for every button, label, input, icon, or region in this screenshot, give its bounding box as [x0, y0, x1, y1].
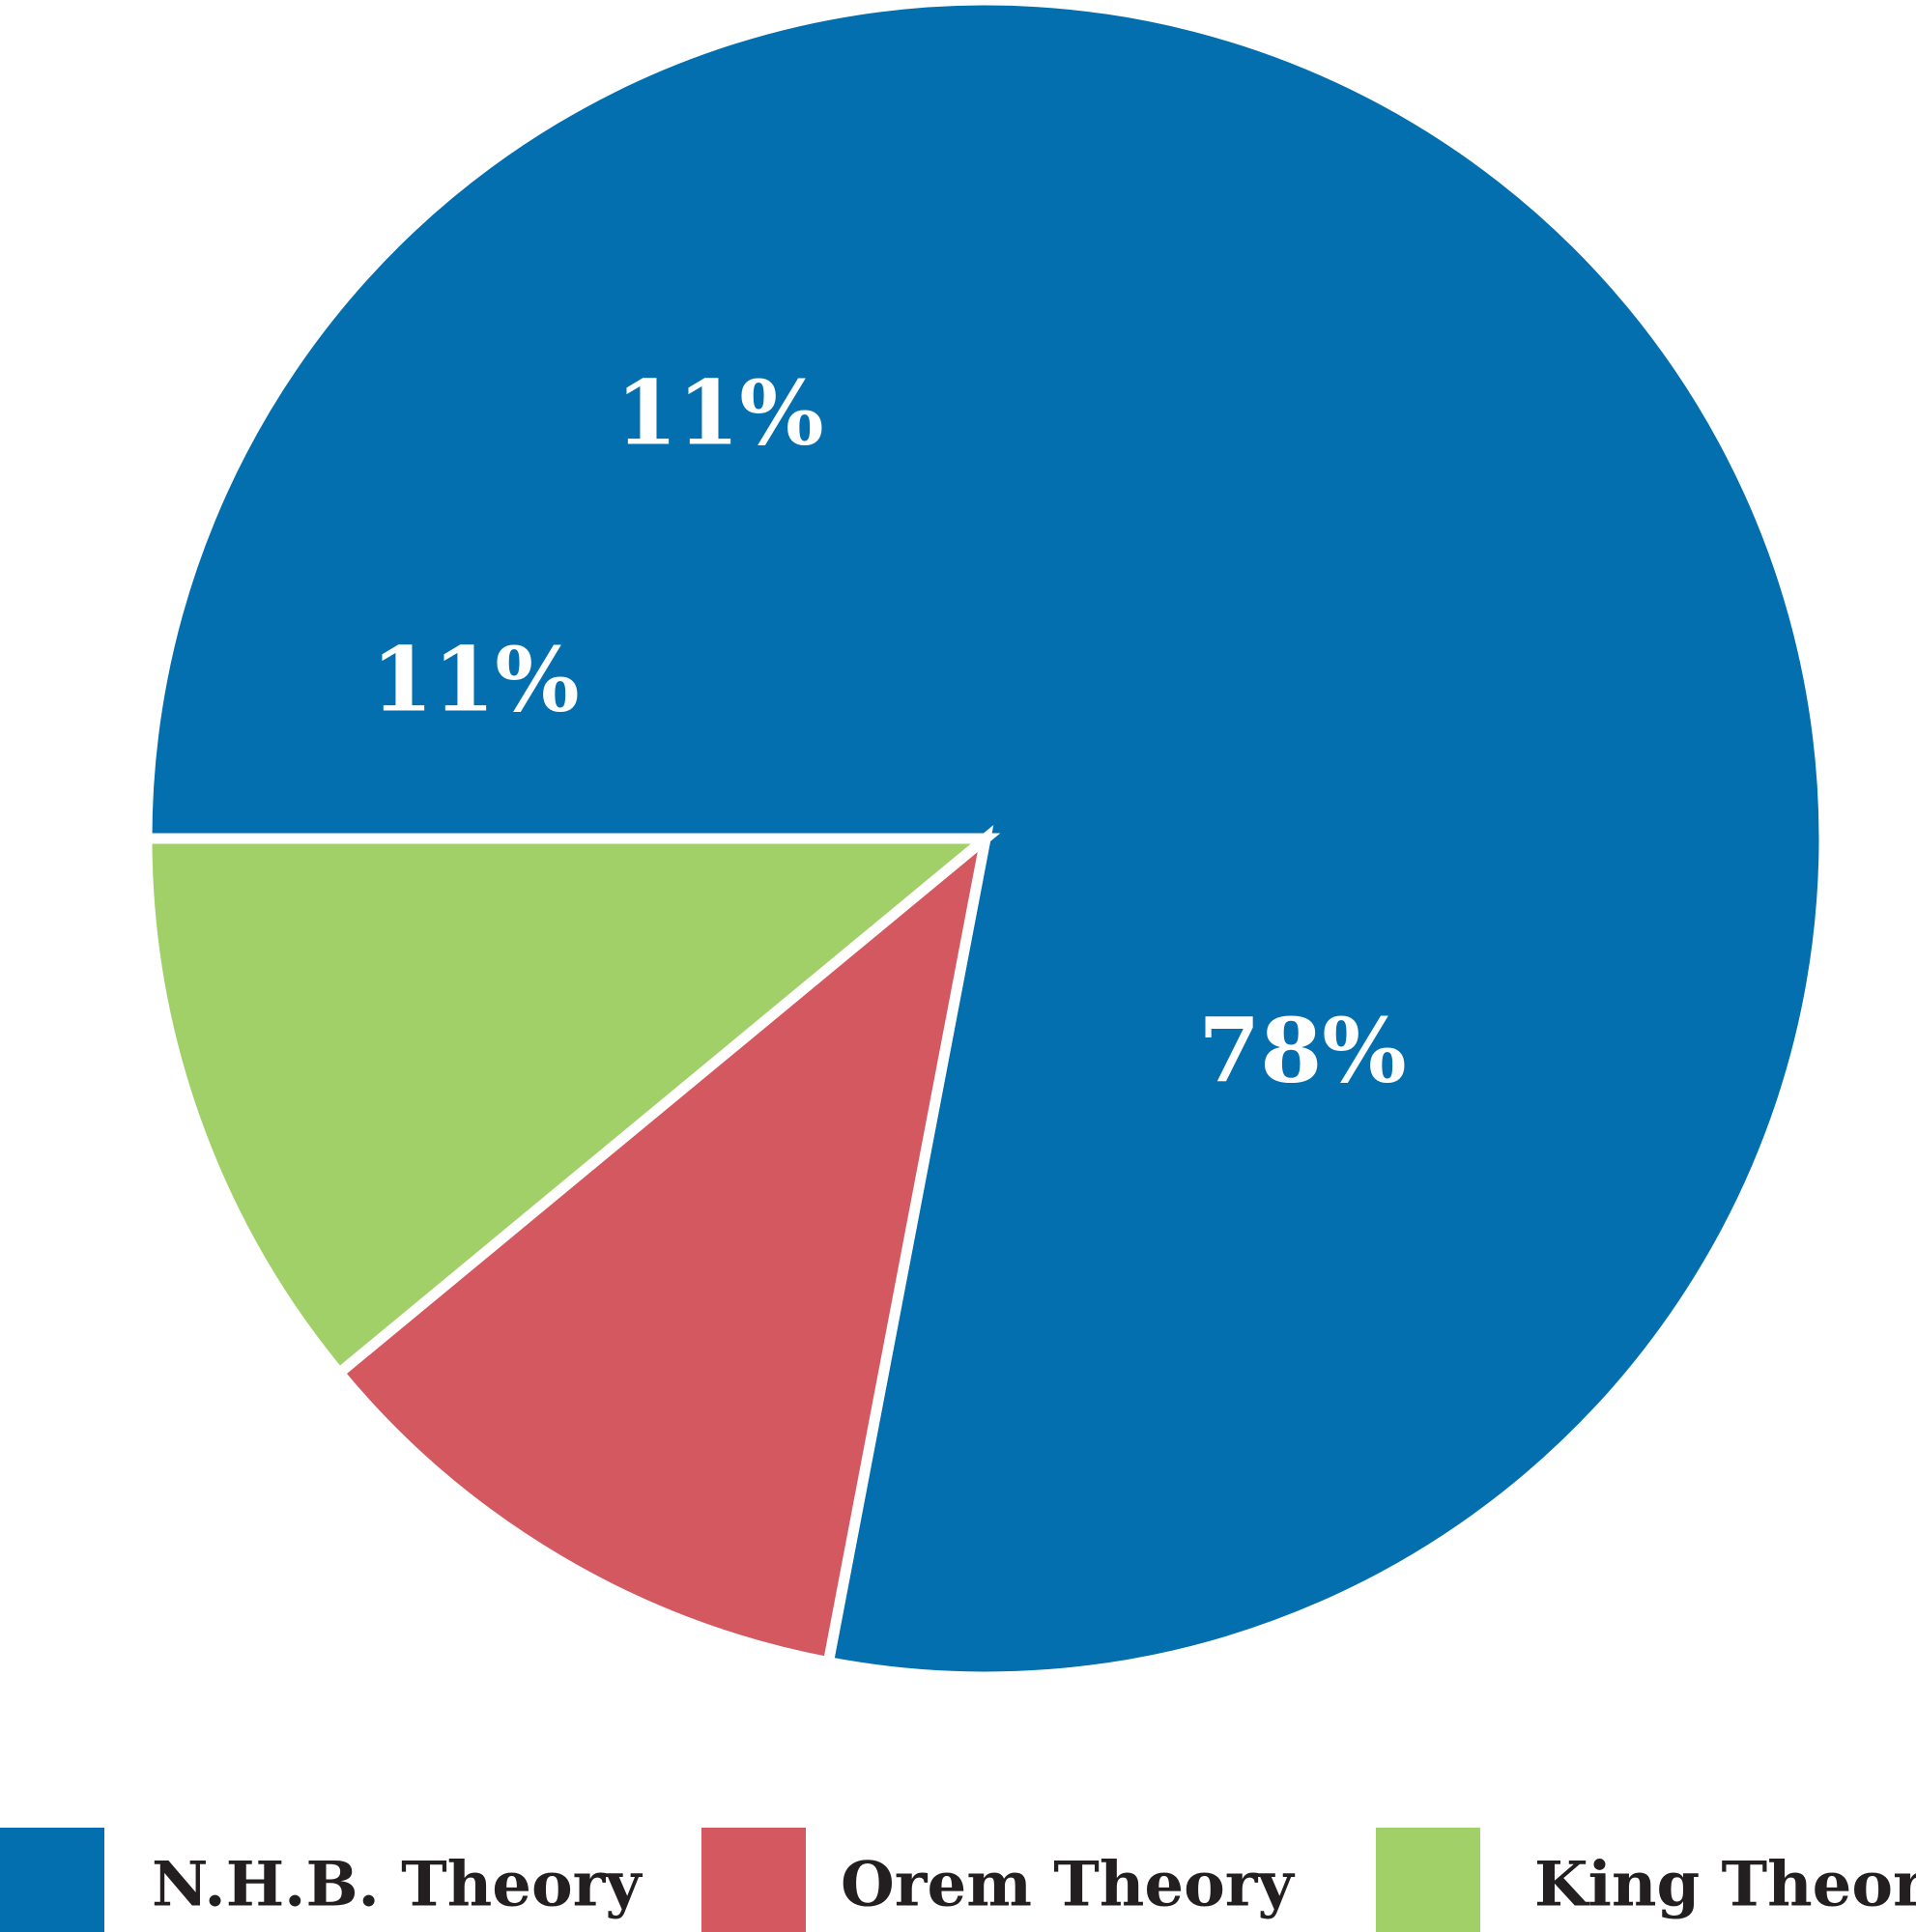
slice-label: 78% — [1198, 999, 1406, 1103]
legend-label: King Theory — [1534, 1849, 1916, 1921]
legend-swatch — [0, 1828, 104, 1932]
pie-slice-king-theory — [141, 833, 1001, 1381]
slice-label: 11% — [615, 361, 823, 466]
legend: N.H.B. Theory Orem Theory King Theory — [0, 1828, 1916, 1932]
legend-swatch — [701, 1828, 806, 1932]
legend-swatch — [1376, 1828, 1480, 1932]
slice-label: 11% — [371, 628, 579, 732]
pie-slice-orem-theory — [331, 825, 994, 1669]
pie-slice-labels: 78% 11% 11% — [371, 361, 1406, 1103]
legend-label: N.H.B. Theory — [152, 1849, 643, 1921]
pie-slices — [141, 0, 1830, 1683]
legend-label: Orem Theory — [841, 1849, 1295, 1921]
